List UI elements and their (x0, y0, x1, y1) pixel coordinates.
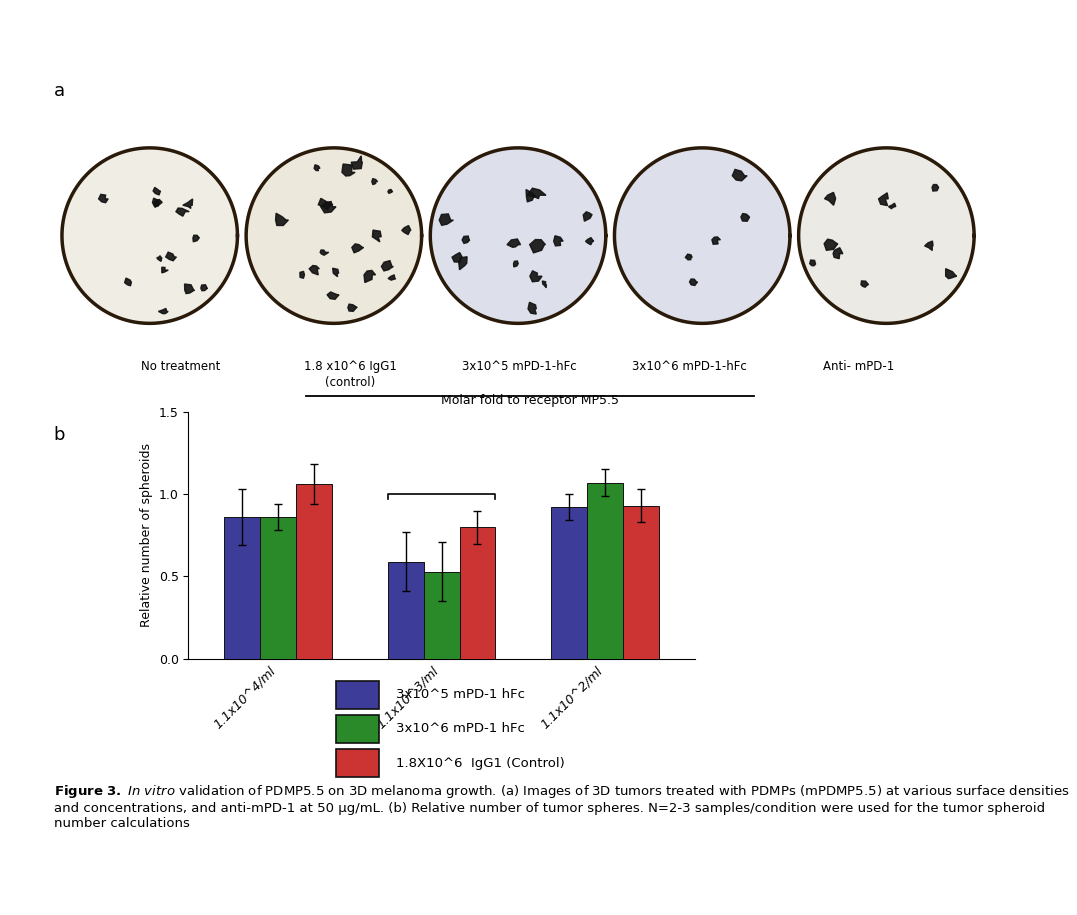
Polygon shape (153, 199, 159, 206)
Polygon shape (373, 230, 381, 242)
Polygon shape (439, 214, 453, 225)
Polygon shape (834, 248, 843, 259)
Polygon shape (925, 241, 933, 251)
Polygon shape (584, 211, 592, 221)
Polygon shape (388, 189, 393, 193)
Polygon shape (352, 244, 364, 253)
Polygon shape (741, 213, 750, 221)
Polygon shape (364, 271, 376, 283)
Polygon shape (193, 235, 199, 242)
Polygon shape (526, 189, 536, 202)
Polygon shape (514, 261, 518, 267)
Text: Anti- mPD-1: Anti- mPD-1 (823, 360, 894, 372)
Polygon shape (176, 208, 190, 216)
Polygon shape (530, 271, 542, 282)
Polygon shape (309, 265, 320, 274)
Polygon shape (528, 188, 546, 199)
Polygon shape (348, 304, 358, 311)
Text: b: b (54, 425, 66, 444)
Text: 1.8 x10^6 IgG1
(control): 1.8 x10^6 IgG1 (control) (304, 360, 396, 389)
Polygon shape (162, 267, 168, 273)
Polygon shape (402, 225, 411, 234)
Polygon shape (381, 261, 393, 271)
Polygon shape (247, 148, 421, 323)
Bar (551, 507, 587, 659)
Polygon shape (184, 284, 195, 294)
Polygon shape (528, 302, 536, 314)
Polygon shape (799, 148, 974, 323)
Polygon shape (825, 192, 836, 205)
Bar (296, 484, 332, 659)
Polygon shape (158, 308, 168, 314)
Polygon shape (932, 185, 939, 191)
Text: 3x10^5 mPD-1-hFc: 3x10^5 mPD-1-hFc (462, 360, 577, 372)
Bar (261, 517, 296, 659)
Polygon shape (530, 240, 545, 253)
Polygon shape (125, 278, 131, 285)
FancyBboxPatch shape (0, 0, 1077, 915)
Polygon shape (889, 203, 896, 209)
Polygon shape (431, 148, 605, 323)
Polygon shape (712, 237, 721, 244)
Polygon shape (183, 199, 193, 209)
Polygon shape (320, 250, 328, 255)
Bar (623, 506, 659, 659)
Text: $\bf{Figure\ 3.}$ $\it{In\ vitro}$ validation of PDMP5.5 on 3D melanoma growth. : $\bf{Figure\ 3.}$ $\it{In\ vitro}$ valid… (54, 782, 1069, 830)
Polygon shape (314, 165, 320, 171)
Polygon shape (459, 257, 467, 270)
Polygon shape (372, 178, 378, 185)
Y-axis label: Relative number of spheroids: Relative number of spheroids (140, 443, 153, 628)
Polygon shape (554, 236, 563, 246)
Polygon shape (824, 239, 838, 251)
Bar (587, 482, 623, 659)
Polygon shape (166, 253, 177, 261)
Polygon shape (62, 148, 237, 323)
Text: No treatment: No treatment (141, 360, 221, 372)
Bar (388, 562, 423, 659)
Polygon shape (507, 239, 520, 247)
Polygon shape (99, 194, 108, 203)
Text: 1.8X10^6  IgG1 (Control): 1.8X10^6 IgG1 (Control) (396, 757, 565, 770)
Polygon shape (732, 169, 747, 181)
Bar (423, 572, 460, 659)
Polygon shape (333, 268, 338, 276)
Text: 3x10^6 mPD-1-hFc: 3x10^6 mPD-1-hFc (632, 360, 746, 372)
Polygon shape (157, 255, 162, 262)
Polygon shape (946, 269, 956, 279)
FancyBboxPatch shape (336, 681, 379, 709)
Bar (460, 527, 495, 659)
FancyBboxPatch shape (336, 749, 379, 777)
Polygon shape (299, 272, 305, 278)
Polygon shape (542, 281, 546, 288)
Polygon shape (861, 281, 868, 287)
Polygon shape (388, 274, 396, 280)
Polygon shape (685, 254, 693, 260)
FancyBboxPatch shape (336, 715, 379, 743)
Polygon shape (879, 193, 889, 206)
Polygon shape (153, 188, 160, 195)
Text: 3x10^6 mPD-1 hFc: 3x10^6 mPD-1 hFc (396, 722, 526, 736)
Bar (224, 517, 261, 659)
Polygon shape (689, 279, 698, 285)
Text: 3x10^5 mPD-1 hFc: 3x10^5 mPD-1 hFc (396, 688, 526, 701)
Polygon shape (341, 164, 355, 176)
Polygon shape (321, 201, 336, 213)
Polygon shape (452, 253, 462, 262)
Polygon shape (351, 156, 362, 169)
Polygon shape (327, 292, 339, 299)
Polygon shape (276, 213, 289, 225)
Polygon shape (462, 236, 470, 243)
Polygon shape (200, 285, 208, 291)
Polygon shape (615, 148, 789, 323)
Polygon shape (154, 199, 163, 208)
Text: Molar fold to receptor MP5.5: Molar fold to receptor MP5.5 (440, 394, 618, 407)
Polygon shape (810, 260, 816, 266)
Polygon shape (319, 199, 333, 210)
Polygon shape (586, 238, 593, 244)
Text: a: a (54, 82, 65, 101)
